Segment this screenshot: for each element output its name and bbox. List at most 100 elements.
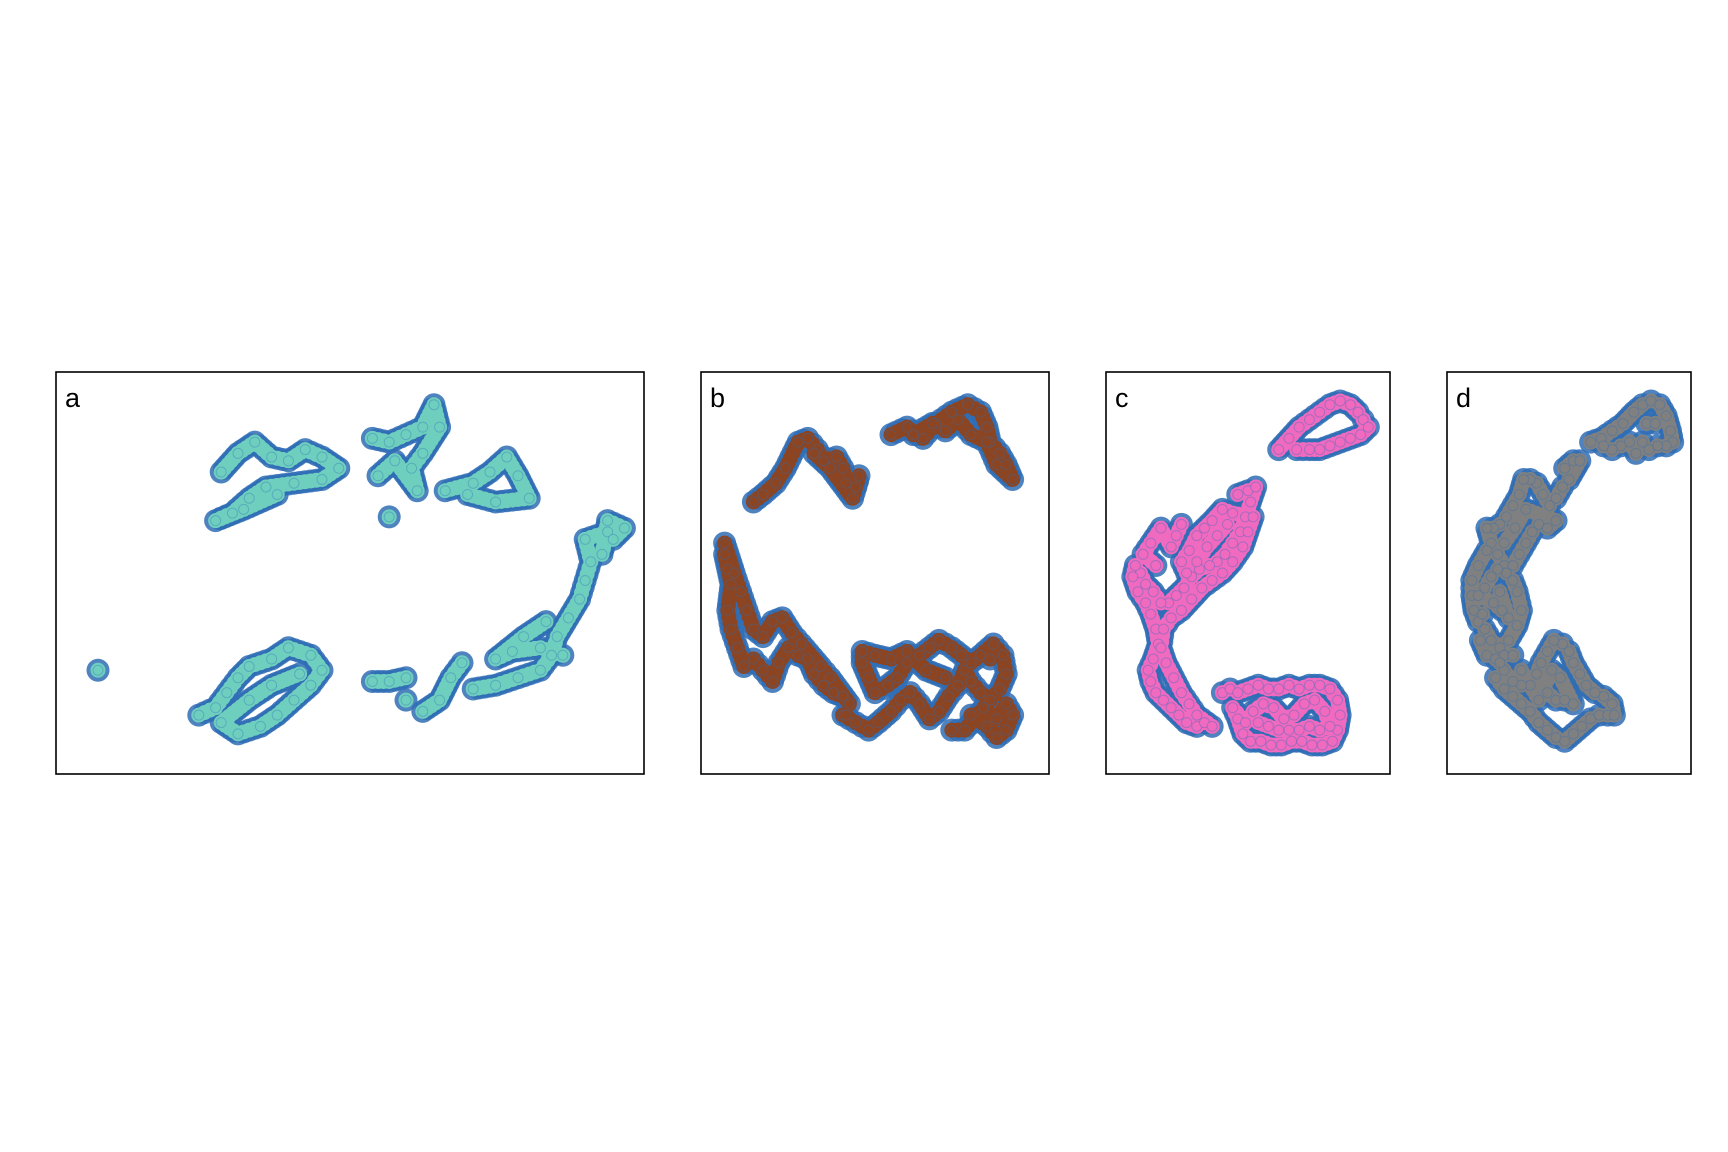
panel-d-point bbox=[1533, 518, 1545, 530]
panel-c-point bbox=[1306, 739, 1318, 751]
panel-d-point bbox=[1541, 522, 1553, 534]
panel-b-point bbox=[725, 623, 737, 635]
panel-b-point bbox=[885, 705, 897, 717]
panel-c-point bbox=[1227, 702, 1239, 714]
panel-b-point bbox=[991, 713, 1003, 725]
panel-a-point bbox=[366, 432, 378, 444]
panel-a-point bbox=[562, 612, 574, 624]
panel-c-point bbox=[1137, 548, 1149, 560]
panel-b-label: b bbox=[710, 383, 725, 413]
panel-d-point bbox=[1500, 511, 1512, 523]
panel-a-point bbox=[411, 485, 423, 497]
panel-c-point bbox=[1237, 728, 1249, 740]
panel-b-point bbox=[757, 631, 769, 643]
panel-a-point bbox=[316, 451, 328, 463]
panel-d-point bbox=[1526, 526, 1538, 538]
panel-d-point bbox=[1628, 406, 1640, 418]
panel-b-point bbox=[933, 705, 945, 717]
panel-c-point bbox=[1160, 657, 1172, 669]
panel-a-point bbox=[232, 447, 244, 459]
panel-d-point bbox=[1636, 399, 1648, 411]
panel-c-point bbox=[1211, 530, 1223, 542]
panel-c-point bbox=[1140, 597, 1152, 609]
panel-a-point bbox=[467, 477, 479, 489]
panel-b-frame bbox=[700, 371, 1050, 775]
panel-b-point bbox=[1000, 724, 1012, 736]
panel-b-point bbox=[856, 646, 868, 658]
panel-d-point bbox=[1665, 425, 1677, 437]
panel-c-point bbox=[1242, 526, 1254, 538]
panel-c-point bbox=[1362, 421, 1374, 433]
panel-b-point bbox=[757, 664, 769, 676]
panel-d-frame bbox=[1446, 371, 1692, 775]
panel-a-point bbox=[417, 447, 429, 459]
panel-c-point bbox=[1314, 724, 1326, 736]
panel-a-point bbox=[383, 436, 395, 448]
panel-b-point bbox=[863, 724, 875, 736]
panel-b-point bbox=[863, 672, 875, 684]
panel-d-point bbox=[1550, 492, 1562, 504]
panel-d-point bbox=[1548, 634, 1560, 646]
panel-d-point bbox=[1520, 503, 1532, 515]
panel-d-point bbox=[1615, 440, 1627, 452]
panel-d-point bbox=[1563, 646, 1575, 658]
panel-a-point bbox=[534, 664, 546, 676]
panel-c-point bbox=[1247, 705, 1259, 717]
panel-c-point bbox=[1291, 444, 1303, 456]
panel-c-point bbox=[1334, 436, 1346, 448]
panel-b-point bbox=[728, 567, 740, 579]
panel-d-point bbox=[1507, 500, 1519, 512]
panel-c-point bbox=[1186, 593, 1198, 605]
panel-d: d bbox=[1446, 371, 1692, 775]
panel-a-point bbox=[210, 702, 222, 714]
panel-a-point bbox=[501, 451, 513, 463]
panel-c-point bbox=[1232, 687, 1244, 699]
panel-b-point bbox=[757, 488, 769, 500]
panel-c-point bbox=[1191, 556, 1203, 568]
panel-d-point bbox=[1513, 488, 1525, 500]
panel-c-point bbox=[1316, 739, 1328, 751]
panel-a-point bbox=[288, 477, 300, 489]
panel-b-point bbox=[719, 548, 731, 560]
panel-b-point bbox=[824, 672, 836, 684]
panel-a-point bbox=[282, 455, 294, 467]
panel-a-point bbox=[417, 421, 429, 433]
panel-d-point bbox=[1557, 638, 1569, 650]
panel-c-point bbox=[1252, 679, 1264, 691]
panel-c-point bbox=[1309, 694, 1321, 706]
panel-b-point bbox=[773, 657, 785, 669]
panel-c-point bbox=[1283, 432, 1295, 444]
panel-b-point bbox=[965, 657, 977, 669]
panel-c-point bbox=[1165, 702, 1177, 714]
panel-c-point bbox=[1344, 432, 1356, 444]
panel-c-point bbox=[1265, 739, 1277, 751]
panel-d-point bbox=[1617, 417, 1629, 429]
panel-b-point bbox=[1007, 474, 1019, 485]
panel-b-point bbox=[747, 623, 759, 635]
panel-b-point bbox=[981, 421, 993, 433]
panel-b-point bbox=[994, 683, 1006, 695]
panel-b-point bbox=[987, 638, 999, 650]
panel-c-point bbox=[1173, 709, 1185, 721]
panel-b-point bbox=[815, 661, 827, 672]
panel-d-point bbox=[1598, 690, 1610, 702]
panel-b-point bbox=[869, 687, 881, 699]
panel-b-point bbox=[802, 653, 814, 665]
panel-b-point bbox=[965, 709, 977, 721]
panel-d-point bbox=[1503, 612, 1515, 624]
panel-d-point bbox=[1563, 474, 1575, 485]
panel-b-point bbox=[850, 717, 862, 729]
panel-d-point bbox=[1636, 436, 1648, 448]
panel-d-point bbox=[1509, 522, 1521, 534]
panel-c-point bbox=[1334, 709, 1346, 721]
panel-c-point bbox=[1204, 560, 1216, 572]
panel-c-point bbox=[1129, 560, 1141, 572]
panel-b-point bbox=[853, 470, 865, 482]
panel-c-point bbox=[1355, 429, 1367, 441]
panel-b-point bbox=[959, 664, 971, 676]
panel-c-point bbox=[1296, 735, 1308, 747]
panel-a-point bbox=[243, 694, 255, 706]
panel-d-point bbox=[1541, 687, 1553, 699]
panel-c-point bbox=[1170, 589, 1182, 601]
panel-d-point bbox=[1541, 646, 1553, 658]
